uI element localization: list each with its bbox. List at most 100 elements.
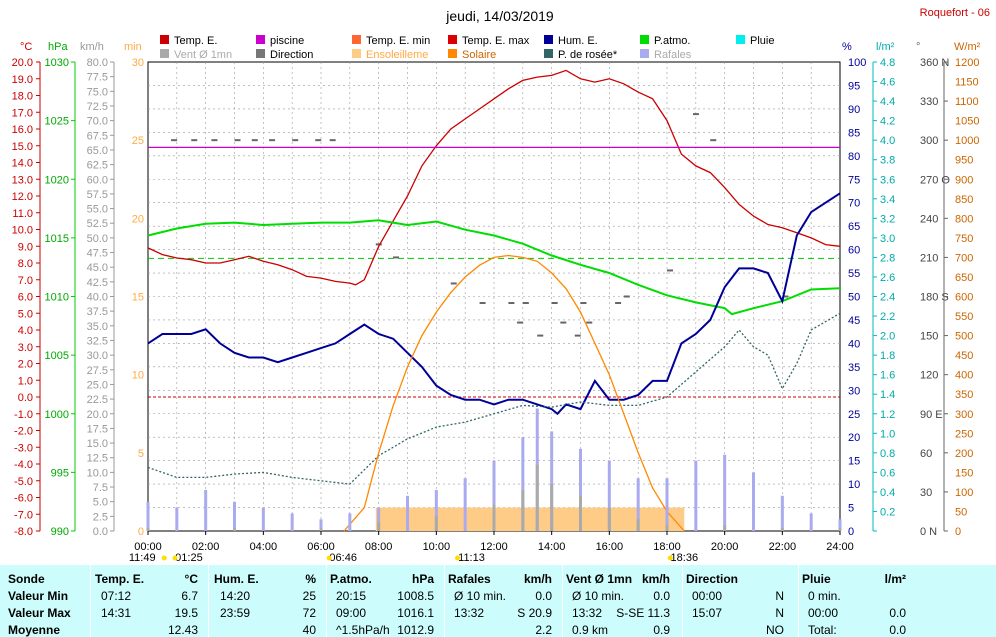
sun-marker [326, 555, 332, 561]
tick-dir: 210 [920, 252, 938, 264]
tick-x: 16:00 [596, 541, 624, 553]
tick-wm2: 1000 [955, 135, 979, 147]
tick-min: 10 [132, 370, 144, 382]
tick-temp: 8.0 [18, 258, 33, 270]
tick-wm2: 1150 [955, 77, 979, 89]
legend-swatch [448, 49, 457, 58]
tick-kmh: 32.5 [87, 335, 108, 347]
tick-dir: 240 [920, 213, 938, 225]
tick-rain: 3.2 [880, 213, 895, 225]
cell-right: NO [766, 623, 784, 637]
tick-kmh: 0.0 [93, 526, 108, 538]
legend-label: Temp. E. max [462, 35, 530, 47]
tick-wm2: 950 [955, 155, 973, 167]
series-line [147, 192, 841, 416]
series-vent [146, 464, 842, 531]
tick-temp: 2.0 [18, 359, 33, 371]
tick-pct: 65 [848, 221, 860, 233]
tick-kmh: 15.0 [87, 438, 108, 450]
tick-kmh: 12.5 [87, 453, 108, 465]
series-line [147, 312, 841, 485]
tick-rain: 0.4 [880, 487, 895, 499]
legend-entry: Pluie [736, 35, 774, 47]
cell-left: 14:31 [101, 606, 132, 620]
tick-x: 14:00 [538, 541, 566, 553]
tick-wm2: 0 [955, 526, 961, 538]
unit-pct: % [842, 41, 852, 53]
tick-rain: 2.8 [880, 252, 895, 264]
tick-kmh: 57.5 [87, 189, 108, 201]
legend-entry: Solaire [448, 49, 496, 61]
tick-rain: 2.0 [880, 331, 895, 343]
sun-marker [161, 555, 167, 561]
tick-kmh: 20.0 [87, 409, 108, 421]
tick-kmh: 17.5 [87, 423, 108, 435]
tick-x: 20:00 [711, 541, 739, 553]
table-unit: l/m² [884, 572, 906, 586]
cell-right: 0.0 [653, 589, 670, 603]
tick-temp: 5.0 [18, 308, 33, 320]
tick-pct: 0 [848, 526, 854, 538]
tick-kmh: 37.5 [87, 306, 108, 318]
tick-rain: 3.4 [880, 194, 895, 206]
tick-hpa: 995 [51, 467, 69, 479]
tick-pct: 80 [848, 151, 860, 163]
event-time: 11:49 [129, 552, 156, 564]
tick-temp: -8.0 [14, 526, 33, 538]
legend-label: P.atmo. [654, 35, 691, 47]
legend-swatch [256, 35, 265, 44]
legend-entry: Direction [256, 49, 313, 61]
tick-kmh: 67.5 [87, 130, 108, 142]
tick-min: 0 [138, 526, 144, 538]
tick-rain: 2.6 [880, 272, 895, 284]
tick-dir: 30 [920, 487, 932, 499]
table-separator [326, 565, 327, 637]
cell-left: 13:32 [454, 606, 485, 620]
tick-kmh: 50.0 [87, 233, 108, 245]
unit-hpa: hPa [48, 41, 68, 53]
tick-pct: 20 [848, 432, 860, 444]
unit-temp: °C [20, 41, 32, 53]
tick-wm2: 700 [955, 252, 973, 264]
table-separator [444, 565, 445, 637]
tick-kmh: 35.0 [87, 321, 108, 333]
tick-rain: 1.8 [880, 350, 895, 362]
tick-kmh: 60.0 [87, 174, 108, 186]
tick-hpa: 1030 [45, 57, 69, 69]
cell-right: N [775, 589, 784, 603]
series-line [147, 219, 841, 316]
tick-temp: 7.0 [18, 275, 33, 287]
cell-right: S 20.9 [517, 606, 552, 620]
series-line [147, 69, 841, 286]
cell-left: 07:12 [101, 589, 132, 603]
tick-x: 08:00 [365, 541, 393, 553]
tick-kmh: 65.0 [87, 145, 108, 157]
legend-swatch [160, 35, 169, 44]
unit-rain: l/m² [876, 41, 895, 53]
legend-entry: Temp. E. max [448, 35, 530, 47]
table-header: Sonde [8, 572, 45, 586]
tick-kmh: 80.0 [87, 57, 108, 69]
legend-label: Temp. E. min [366, 35, 430, 47]
tick-dir: 300 [920, 135, 938, 147]
tick-rain: 2.4 [880, 292, 895, 304]
tick-rain: 0.2 [880, 506, 895, 518]
legend-swatch [352, 49, 361, 58]
legend-swatch [256, 49, 265, 58]
tick-rain: 1.2 [880, 409, 895, 421]
tick-kmh: 2.5 [93, 511, 108, 523]
tick-hpa: 1015 [45, 233, 69, 245]
tick-kmh: 70.0 [87, 116, 108, 128]
tick-x: 00:00 [134, 541, 162, 553]
tick-x: 02:00 [192, 541, 220, 553]
legend-entry: Hum. E. [544, 35, 598, 47]
table-separator [682, 565, 683, 637]
tick-rain: 1.4 [880, 389, 895, 401]
tick-temp: -6.0 [14, 493, 33, 505]
cell-right: 0.0 [889, 606, 906, 620]
tick-wm2: 650 [955, 272, 973, 284]
tick-wm2: 150 [955, 467, 973, 479]
tick-dir: 0 N [920, 526, 937, 538]
table-header: Rafales [448, 572, 491, 586]
tick-rain: 3.0 [880, 233, 895, 245]
